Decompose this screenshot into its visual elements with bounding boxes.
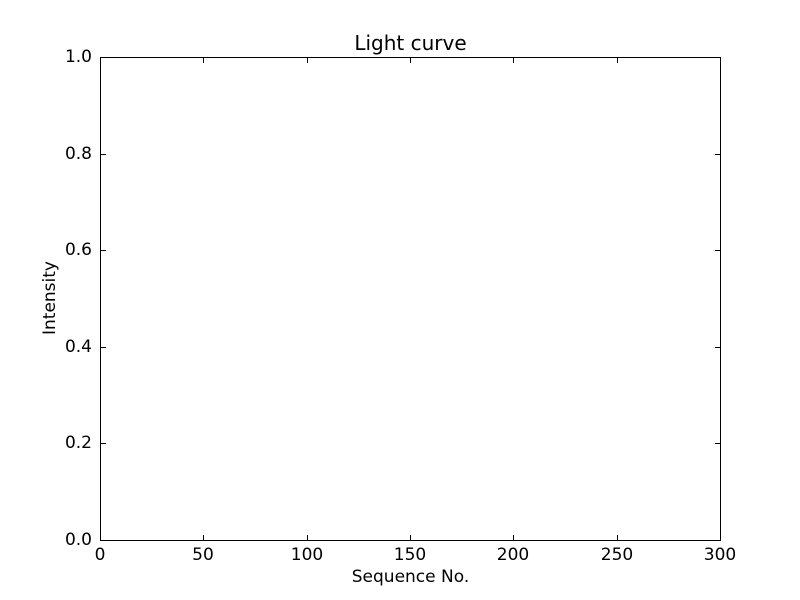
y-tick-mark-right [715,250,720,251]
y-tick-mark-left [101,347,106,348]
x-tick-label: 0 [94,545,106,565]
y-tick-mark-left [101,443,106,444]
y-tick-label: 0.6 [64,240,92,260]
y-tick-mark-left [101,250,106,251]
x-tick-mark-top [100,58,101,63]
y-tick-label: 0.2 [64,433,92,453]
x-tick-mark-bottom [203,535,204,540]
y-tick-mark-right [715,347,720,348]
y-tick-mark-right [715,540,720,541]
x-tick-mark-top [617,58,618,63]
x-tick-mark-top [513,58,514,63]
x-tick-label: 150 [393,545,427,565]
x-tick-mark-bottom [513,535,514,540]
x-axis-label: Sequence No. [351,567,470,587]
y-tick-mark-left [101,57,106,58]
y-tick-label: 1.0 [64,47,92,67]
x-tick-mark-bottom [307,535,308,540]
x-tick-label: 300 [703,545,737,565]
x-tick-mark-bottom [617,535,618,540]
chart-title: Light curve [354,31,467,55]
x-tick-label: 200 [496,545,530,565]
y-tick-mark-right [715,154,720,155]
y-tick-label: 0.8 [64,144,92,164]
y-tick-mark-right [715,443,720,444]
x-tick-mark-top [203,58,204,63]
y-tick-label: 0.0 [64,530,92,550]
y-tick-label: 0.4 [64,337,92,357]
x-tick-label: 100 [290,545,324,565]
y-tick-mark-left [101,154,106,155]
x-tick-label: 250 [600,545,634,565]
x-tick-mark-top [410,58,411,63]
x-tick-mark-top [307,58,308,63]
x-tick-mark-bottom [720,535,721,540]
x-tick-mark-bottom [100,535,101,540]
y-tick-mark-right [715,57,720,58]
y-tick-mark-left [101,540,106,541]
x-tick-mark-top [720,58,721,63]
x-tick-mark-bottom [410,535,411,540]
plot-area [100,57,721,541]
y-axis-label: Intensity [40,261,60,335]
x-tick-label: 50 [192,545,214,565]
